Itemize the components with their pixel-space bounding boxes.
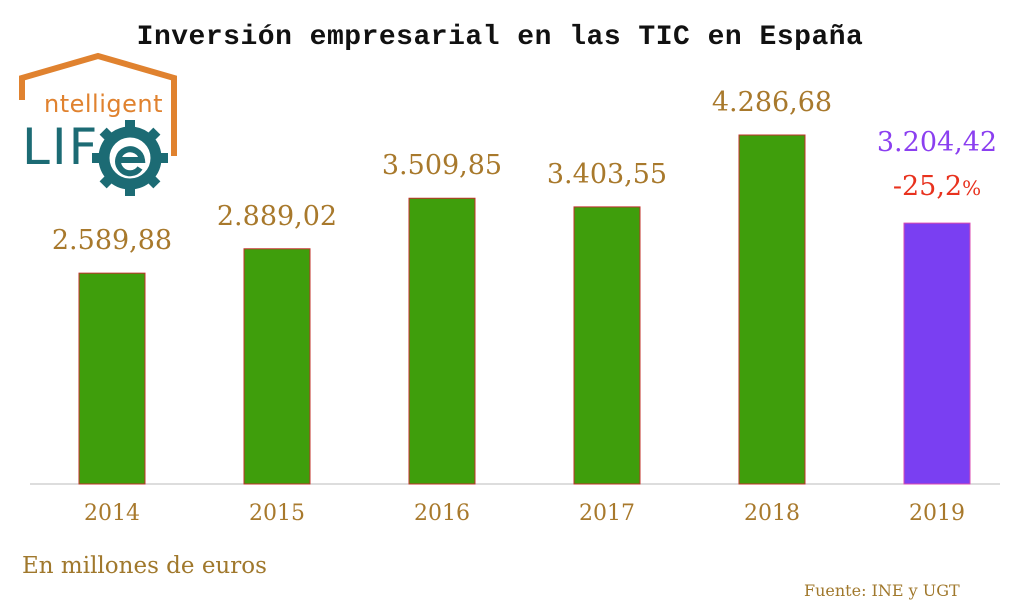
x-tick-label-2015: 2015 [249, 501, 305, 526]
value-label-2017: 3.403,55 [547, 159, 667, 190]
change-annotation-suffix: % [962, 176, 981, 200]
x-tick-label-2019: 2019 [909, 501, 965, 526]
source-note: Fuente: INE y UGT [804, 581, 960, 600]
logo-top-text: ntelligent [44, 90, 164, 118]
change-annotation: -25,2% [893, 171, 981, 202]
bar-2019 [903, 222, 971, 485]
value-label-2016: 3.509,85 [382, 150, 502, 181]
intelligent-life-logo: ntelligent LIF [18, 50, 178, 200]
value-label-2014: 2.589,88 [52, 225, 172, 256]
x-tick-label-2014: 2014 [84, 501, 140, 526]
x-tick-label-2018: 2018 [744, 501, 800, 526]
bar-2014 [78, 272, 146, 485]
bar-2016 [408, 197, 476, 485]
logo-house-icon [19, 52, 177, 196]
logo-bottom-text: LIF [22, 118, 100, 176]
value-label-2019: 3.204,42 [877, 127, 997, 158]
bar-2015 [243, 248, 311, 485]
x-tick-label-2017: 2017 [579, 501, 635, 526]
y-axis-unit-label: En millones de euros [22, 553, 267, 579]
bar-2017 [573, 206, 641, 485]
value-label-2015: 2.889,02 [217, 201, 337, 232]
value-label-2018: 4.286,68 [712, 87, 832, 118]
x-tick-label-2016: 2016 [414, 501, 470, 526]
chart-title: Inversión empresarial en las TIC en Espa… [136, 22, 864, 53]
bar-2018 [738, 134, 806, 485]
